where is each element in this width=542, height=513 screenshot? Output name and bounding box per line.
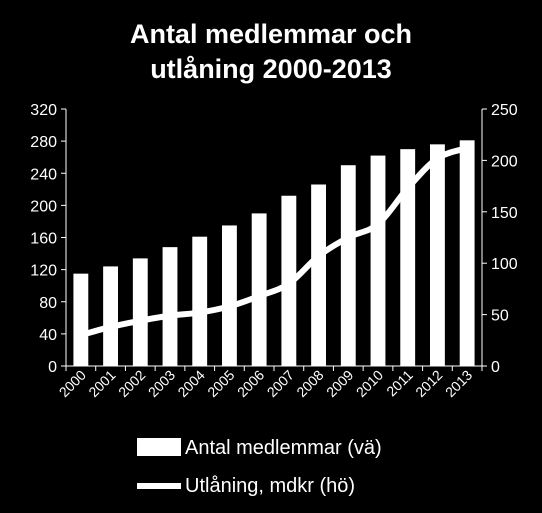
chart-title-line-2: utlåning 2000-2013 xyxy=(150,54,392,84)
x-tick-label: 2003 xyxy=(145,367,178,400)
bar xyxy=(192,236,208,366)
bar xyxy=(222,225,237,366)
y-left-tick-label: 40 xyxy=(39,327,57,344)
y-right-tick-label: 0 xyxy=(491,359,500,376)
x-tick-label: 2004 xyxy=(174,367,207,400)
bar xyxy=(73,273,89,366)
bar xyxy=(103,266,118,366)
y-left-tick-label: 0 xyxy=(48,359,57,376)
plot-area: 0 40 80 120 160 200 240 280 320 0 50 100 150 200 250 20… xyxy=(30,102,518,400)
x-tick-label: 2006 xyxy=(234,367,267,400)
x-tick-label: 2002 xyxy=(115,367,148,400)
y-right-tick-label: 250 xyxy=(491,102,518,119)
x-tick-label: 2009 xyxy=(323,367,356,400)
lending-line xyxy=(77,145,471,339)
legend: Antal medlemmar (vä) Utlåning, mdkr (hö) xyxy=(137,437,382,497)
y-left-tick-label: 160 xyxy=(30,231,57,248)
legend-bar-swatch xyxy=(137,438,181,456)
x-tick-label: 2007 xyxy=(264,367,297,400)
bar xyxy=(311,184,326,366)
y-left-tick-label: 120 xyxy=(30,263,57,280)
y-right-tick-label: 150 xyxy=(491,205,518,222)
y-right-tick-label: 50 xyxy=(491,308,509,325)
x-tick-label: 2012 xyxy=(412,367,445,400)
x-tick-label: 2010 xyxy=(353,367,386,400)
bar xyxy=(132,258,148,366)
y-left-tick-label: 80 xyxy=(39,295,57,312)
x-tick-label: 2005 xyxy=(204,367,237,400)
y-left-tick-label: 320 xyxy=(30,102,57,119)
y-right-tick-label: 100 xyxy=(491,256,518,273)
x-tick-label: 2001 xyxy=(85,367,118,400)
y-left-tick-label: 240 xyxy=(30,166,57,183)
y-left-tick-label: 280 xyxy=(30,134,57,151)
bar xyxy=(251,213,267,366)
bar xyxy=(400,149,416,366)
bar xyxy=(459,140,475,366)
bar xyxy=(370,155,386,366)
legend-label-members: Antal medlemmar (vä) xyxy=(185,437,382,459)
bar xyxy=(162,247,178,366)
x-tick-label: 2013 xyxy=(442,367,475,400)
x-tick-label: 2008 xyxy=(293,367,326,400)
y-left-tick-label: 200 xyxy=(30,198,57,215)
chart-title-line-1: Antal medlemmar och xyxy=(130,19,412,49)
legend-label-lending: Utlåning, mdkr (hö) xyxy=(185,475,355,497)
bar xyxy=(430,144,445,366)
y-right-tick-label: 200 xyxy=(491,153,518,170)
x-tick-label: 2000 xyxy=(56,367,89,400)
x-tick-label: 2011 xyxy=(383,367,416,400)
bar xyxy=(340,165,356,366)
